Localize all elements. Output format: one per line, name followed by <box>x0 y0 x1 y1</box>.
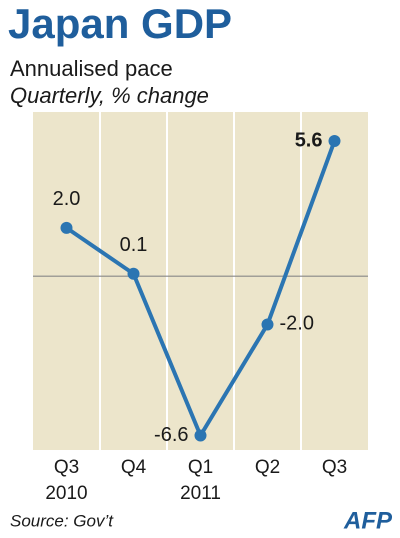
x-tick-label: Q3 <box>54 457 79 478</box>
plot-area <box>33 112 368 450</box>
logo: AFP <box>343 507 393 534</box>
point <box>328 134 341 147</box>
x-tick-label: Q2 <box>255 457 280 478</box>
value-label: -2.0 <box>280 313 314 335</box>
x-tick-label: Q1 <box>188 457 213 478</box>
source: Source: Gov’t <box>10 511 114 530</box>
point <box>194 429 207 442</box>
x-tick-label: 2011 <box>180 483 221 504</box>
point <box>60 221 73 234</box>
chart-subtitle: Annualised pace <box>10 56 173 81</box>
value-label: 2.0 <box>53 188 81 210</box>
value-label: -6.6 <box>154 424 188 446</box>
chart-subtitle: Quarterly, % change <box>10 83 209 108</box>
point <box>127 267 140 280</box>
value-label: 5.6 <box>295 129 323 151</box>
value-label: 0.1 <box>120 234 148 256</box>
point <box>261 318 274 331</box>
x-tick-label: 2010 <box>45 483 87 504</box>
chart-title: Japan GDP <box>8 0 232 47</box>
x-tick-label: Q4 <box>121 457 147 478</box>
x-tick-label: Q3 <box>322 457 347 478</box>
